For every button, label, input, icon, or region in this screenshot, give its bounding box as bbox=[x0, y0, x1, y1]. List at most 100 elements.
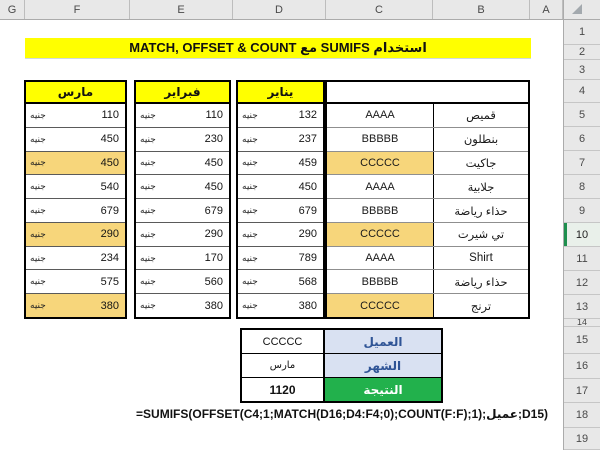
cell-item-r12[interactable]: حذاء رياضة bbox=[454, 276, 508, 289]
cell-feb-r9[interactable]: جنيه 679 bbox=[140, 204, 223, 217]
row-header-1[interactable]: 1 bbox=[564, 20, 600, 45]
summary-client-label[interactable]: العميل bbox=[323, 330, 441, 353]
row-header-2[interactable]: 2 bbox=[564, 45, 600, 60]
column-header-f[interactable]: F bbox=[25, 0, 130, 19]
row-header-9[interactable]: 9 bbox=[564, 199, 600, 223]
sheet-title[interactable]: استخدام SUMIFS مع MATCH, OFFSET & COUNT bbox=[25, 38, 531, 59]
table-month-feb: فبراير جنيه 110 جنيه 230 جنيه 450 جنيه 450 ج… bbox=[134, 80, 231, 319]
currency-label: جنيه bbox=[30, 157, 46, 168]
cell-jan-r11[interactable]: جنيه 789 bbox=[242, 252, 317, 265]
row-header-14[interactable]: 14 bbox=[564, 319, 600, 327]
currency-label: جنيه bbox=[242, 252, 258, 263]
currency-label: جنيه bbox=[30, 205, 46, 216]
row-header-18[interactable]: 18 bbox=[564, 403, 600, 428]
row-header-12[interactable]: 12 bbox=[564, 271, 600, 295]
cell-mar-r10[interactable]: جنيه 290 bbox=[26, 222, 125, 246]
row-header-11[interactable]: 11 bbox=[564, 247, 600, 271]
cell-client-r8[interactable]: AAAA bbox=[327, 175, 434, 199]
cell-item-r8[interactable]: جلابية bbox=[467, 181, 495, 194]
cell-jan-r12[interactable]: جنيه 568 bbox=[242, 275, 317, 288]
cell-jan-r7[interactable]: جنيه 459 bbox=[242, 156, 317, 169]
row-header-5[interactable]: 5 bbox=[564, 103, 600, 127]
column-header-c[interactable]: C bbox=[326, 0, 433, 19]
month-header-mar[interactable]: مارس bbox=[26, 82, 125, 104]
row-header-17[interactable]: 17 bbox=[564, 379, 600, 403]
cell-feb-r6[interactable]: جنيه 230 bbox=[140, 133, 223, 146]
cell-item-r5[interactable]: قميص bbox=[466, 110, 496, 123]
row-header-15[interactable]: 15 bbox=[564, 327, 600, 354]
select-all-corner[interactable] bbox=[563, 0, 600, 19]
summary-month-value[interactable]: مارس bbox=[269, 360, 296, 371]
column-header-g[interactable]: G bbox=[0, 0, 25, 19]
column-header-b[interactable]: B bbox=[433, 0, 530, 19]
row-header-3[interactable]: 3 bbox=[564, 60, 600, 80]
row-header-16[interactable]: 16 bbox=[564, 354, 600, 379]
row-header-10-selected[interactable]: 10 bbox=[564, 223, 600, 247]
summary-result-label[interactable]: النتيجة bbox=[323, 378, 441, 401]
cell-feb-r12[interactable]: جنيه 560 bbox=[140, 275, 223, 288]
summary-result-value[interactable]: 1120 bbox=[269, 382, 296, 397]
currency-label: جنيه bbox=[140, 276, 156, 287]
currency-label: جنيه bbox=[242, 300, 258, 311]
cell-item-r6[interactable]: بنطلون bbox=[463, 134, 499, 147]
row-header-8[interactable]: 8 bbox=[564, 175, 600, 199]
cell-mar-r11[interactable]: جنيه 234 bbox=[30, 252, 119, 265]
cell-feb-r10[interactable]: جنيه 290 bbox=[140, 228, 223, 241]
cell-client-r12[interactable]: BBBBB bbox=[327, 270, 434, 294]
currency-label: جنيه bbox=[242, 276, 258, 287]
cell-client-r7[interactable]: CCCCC bbox=[327, 151, 434, 175]
cell-client-r9[interactable]: BBBBB bbox=[327, 199, 434, 222]
cell-client-r6[interactable]: BBBBB bbox=[327, 127, 434, 151]
row-header-13[interactable]: 13 bbox=[564, 295, 600, 319]
cell-item-r13[interactable]: ترنج bbox=[470, 300, 492, 313]
row-header-19[interactable]: 19 bbox=[564, 428, 600, 450]
cell-jan-r13[interactable]: جنيه 380 bbox=[242, 299, 317, 312]
summary-client-value[interactable]: CCCCC bbox=[262, 335, 303, 348]
cell-mar-r5[interactable]: جنيه 110 bbox=[30, 109, 119, 122]
cell-feb-r8[interactable]: جنيه 450 bbox=[140, 180, 223, 193]
row-header-6[interactable]: 6 bbox=[564, 127, 600, 151]
cell-client-r11[interactable]: AAAA bbox=[327, 246, 434, 270]
month-header-jan[interactable]: يناير bbox=[238, 82, 323, 104]
cell-item-r11[interactable]: Shirt bbox=[469, 252, 493, 265]
cell-jan-r10[interactable]: جنيه 290 bbox=[242, 228, 317, 241]
cell-mar-r9[interactable]: جنيه 679 bbox=[30, 204, 119, 217]
formula-text[interactable]: =SUMIFS(OFFSET(C4;1;MATCH(D16;D4:F4;0);C… bbox=[136, 407, 548, 421]
table-month-jan: يناير جنيه 132 جنيه 237 جنيه 459 جنيه 450 جن… bbox=[236, 80, 325, 319]
cell-feb-r7[interactable]: جنيه 450 bbox=[140, 156, 223, 169]
cell-mar-r6[interactable]: جنيه 450 bbox=[30, 133, 119, 146]
cell-jan-r9[interactable]: جنيه 679 bbox=[242, 204, 317, 217]
cell-feb-r13[interactable]: جنيه 380 bbox=[140, 299, 223, 312]
cell-mar-r8[interactable]: جنيه 540 bbox=[30, 180, 119, 193]
currency-label: جنيه bbox=[140, 252, 156, 263]
month-header-feb[interactable]: فبراير bbox=[136, 82, 229, 104]
cell-mar-r12[interactable]: جنيه 575 bbox=[30, 275, 119, 288]
cell-client-r5[interactable]: AAAA bbox=[327, 104, 434, 127]
cell-item-r9[interactable]: حذاء رياضة bbox=[454, 205, 508, 218]
cell-mar-r13[interactable]: جنيه 380 bbox=[26, 294, 125, 318]
cell-jan-r6[interactable]: جنيه 237 bbox=[242, 133, 317, 146]
row-header-4[interactable]: 4 bbox=[564, 80, 600, 103]
cell-client-r10[interactable]: CCCCC bbox=[327, 222, 434, 246]
cell-item-r7[interactable]: جاكيت bbox=[465, 157, 497, 170]
row-header-bar: 1 2 3 4 5 6 7 8 9 10 11 12 13 14 15 16 1… bbox=[563, 20, 600, 450]
cell-jan-r5[interactable]: جنيه 132 bbox=[242, 109, 317, 122]
column-header-e[interactable]: E bbox=[130, 0, 233, 19]
currency-label: جنيه bbox=[30, 228, 46, 239]
currency-label: جنيه bbox=[242, 228, 258, 239]
cell-mar-r7[interactable]: جنيه 450 bbox=[26, 151, 125, 175]
summary-month-label[interactable]: الشهر bbox=[323, 354, 441, 377]
cell-client-r13[interactable]: CCCCC bbox=[327, 294, 434, 318]
cell-jan-r8[interactable]: جنيه 450 bbox=[242, 180, 317, 193]
currency-label: جنيه bbox=[242, 181, 258, 192]
table-clients-items: AAAA قميص BBBBB بنطلون CCCCC جاكيت AAAA جلاب… bbox=[325, 80, 530, 319]
cell-item-r10[interactable]: تي شيرت bbox=[457, 229, 505, 242]
clients-items-header-empty[interactable] bbox=[327, 82, 528, 104]
row-header-7[interactable]: 7 bbox=[564, 151, 600, 175]
column-header-d[interactable]: D bbox=[233, 0, 326, 19]
cell-feb-r5[interactable]: جنيه 110 bbox=[140, 109, 223, 122]
currency-label: جنيه bbox=[140, 181, 156, 192]
column-header-a[interactable]: A bbox=[530, 0, 563, 19]
cell-feb-r11[interactable]: جنيه 170 bbox=[140, 252, 223, 265]
